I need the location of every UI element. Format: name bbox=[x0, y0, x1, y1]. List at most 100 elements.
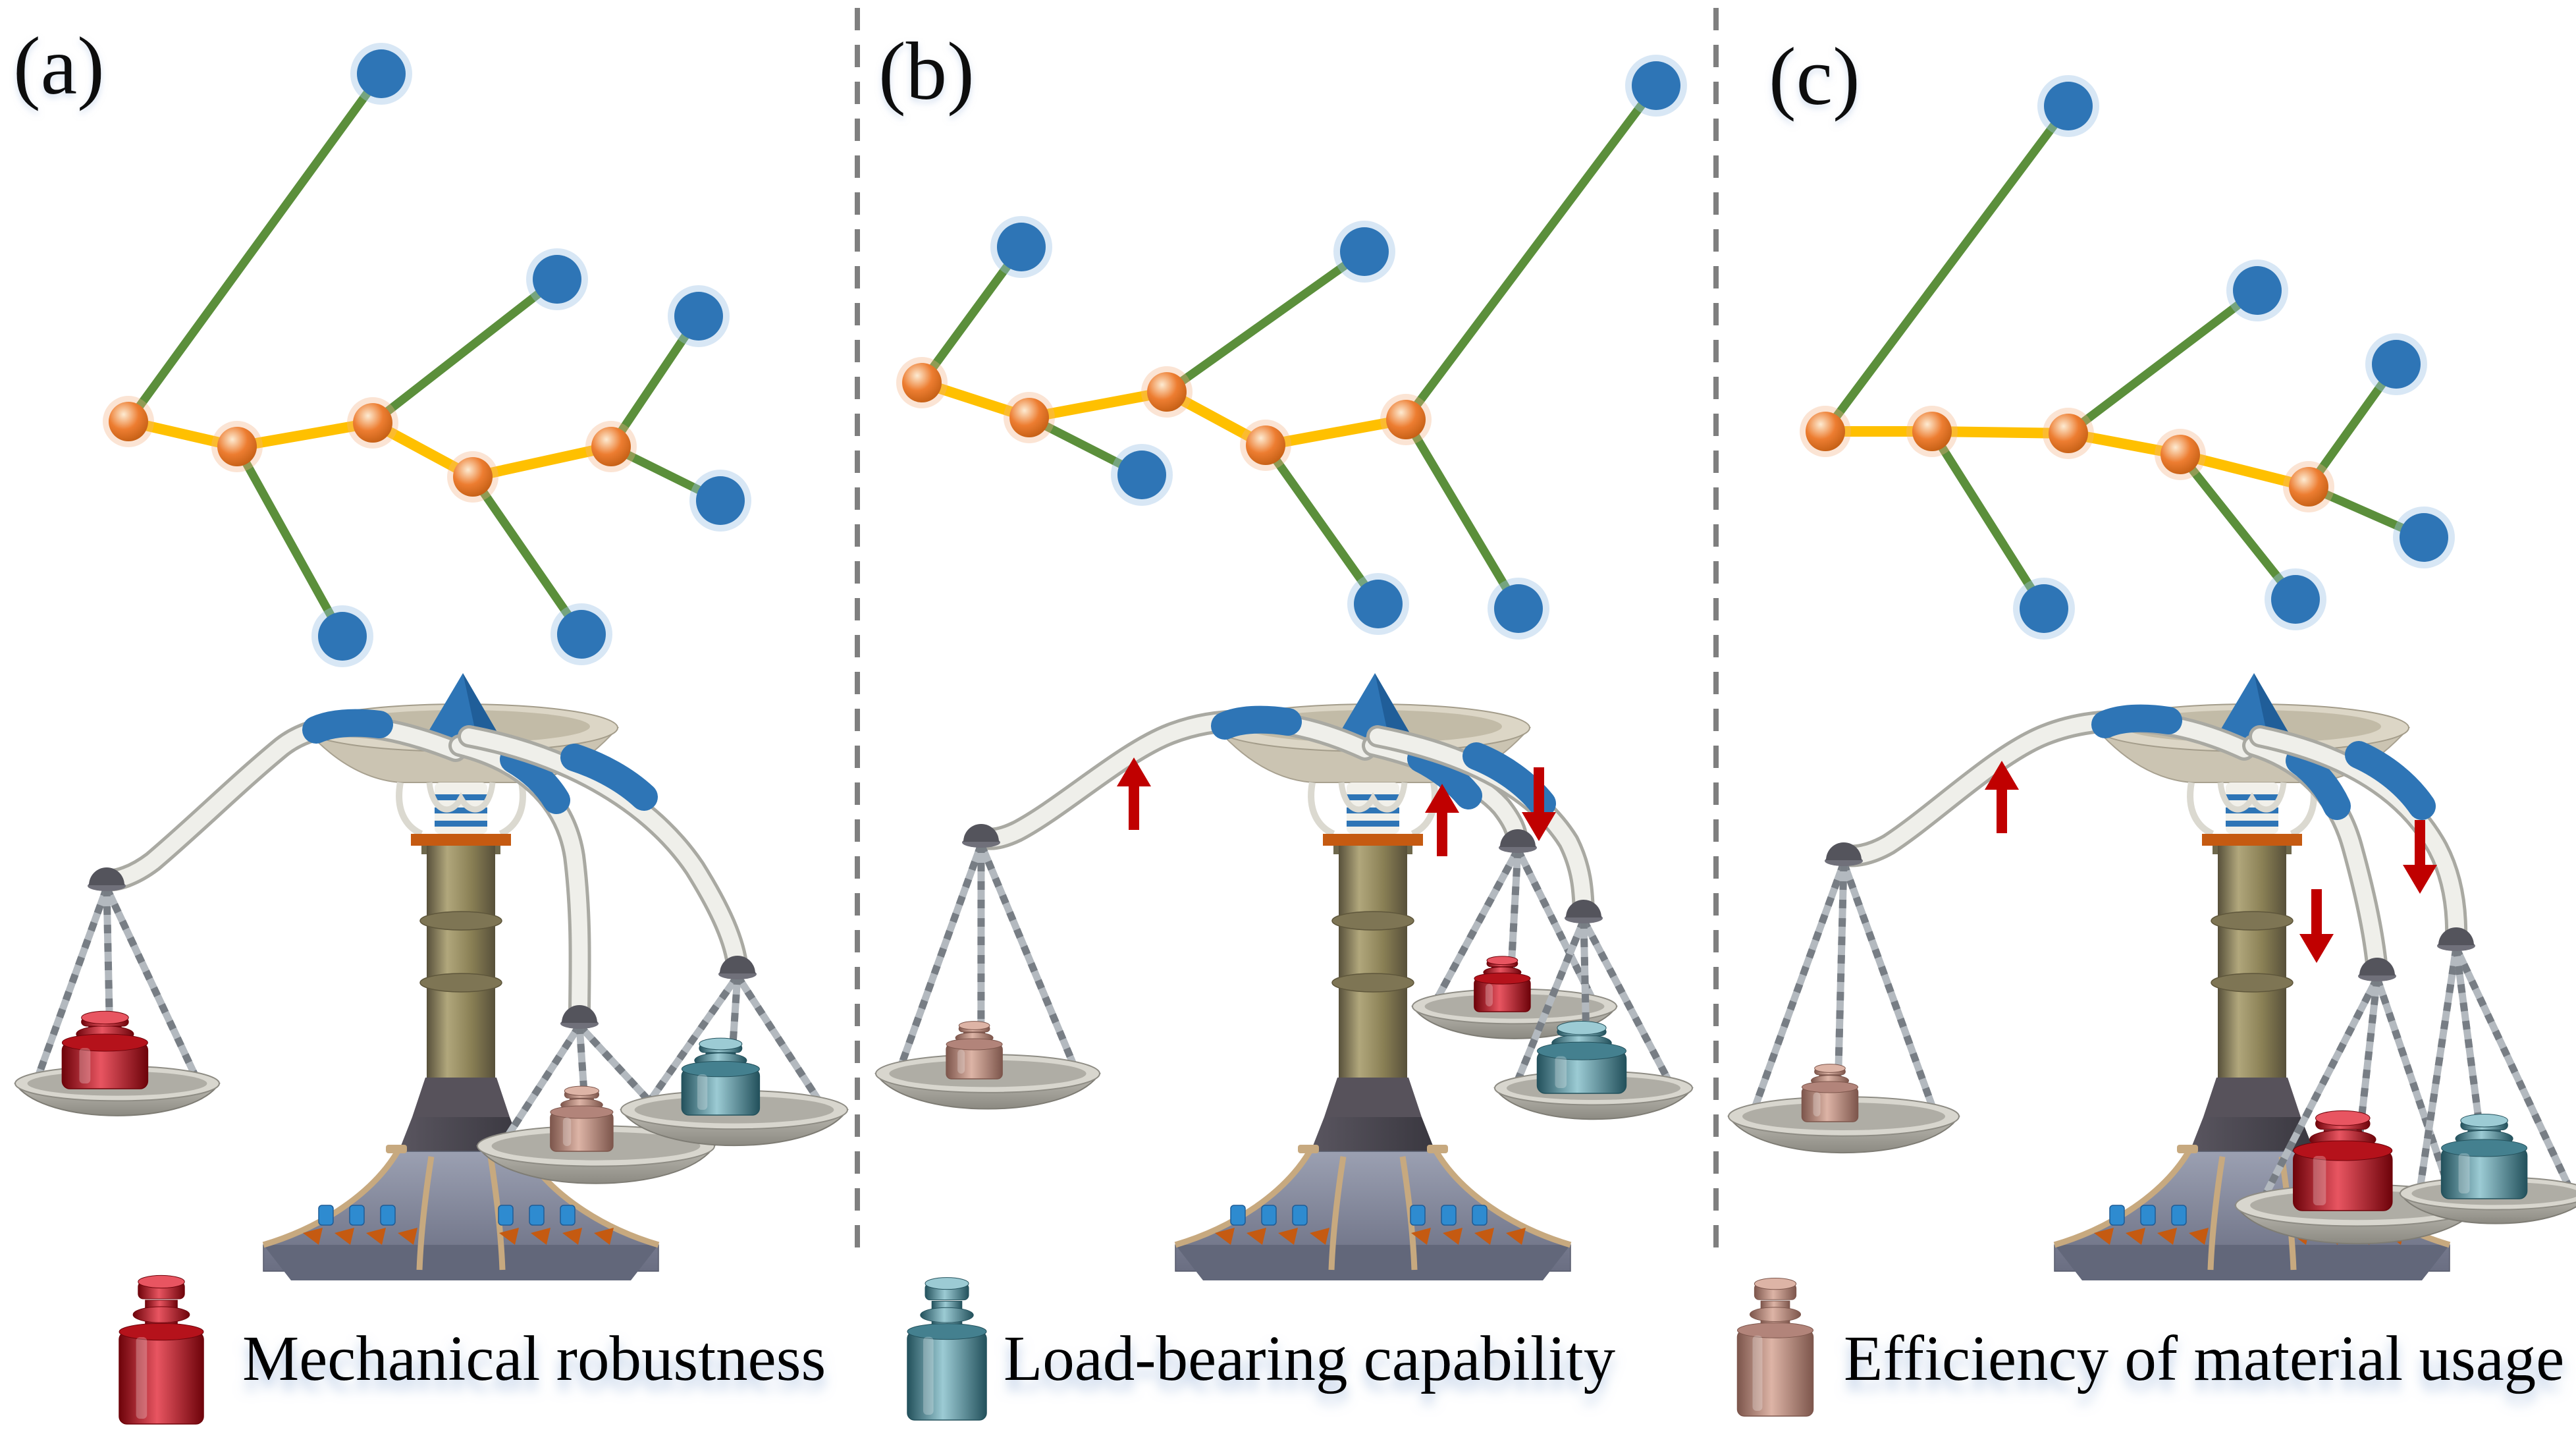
base-blue-dot bbox=[318, 1205, 334, 1226]
leaf-node bbox=[2372, 340, 2421, 389]
column-foot bbox=[412, 1078, 510, 1117]
balance-scale-a bbox=[14, 673, 849, 1280]
leaf-node bbox=[533, 255, 581, 304]
up-arrow bbox=[1117, 757, 1151, 830]
orange-ring bbox=[2202, 834, 2302, 846]
base-blue-dot bbox=[1410, 1205, 1426, 1226]
base-rib bbox=[2053, 1149, 2191, 1248]
leaf-node bbox=[2044, 82, 2093, 130]
pan-chain bbox=[1840, 862, 1940, 1118]
arm-clamp bbox=[1211, 705, 1302, 740]
arm-clamp bbox=[560, 744, 658, 811]
branch-edge bbox=[1821, 101, 2073, 436]
base-orange-triangle bbox=[2126, 1228, 2145, 1245]
pan-chain bbox=[734, 973, 828, 1112]
junction-node bbox=[353, 403, 392, 443]
base-blue-dot bbox=[1292, 1205, 1308, 1226]
junction-node bbox=[2289, 467, 2328, 506]
down-arrow bbox=[2403, 820, 2437, 894]
balance-scale-b bbox=[874, 673, 1694, 1280]
junction-node bbox=[1912, 412, 1952, 451]
red-weight bbox=[61, 1010, 149, 1089]
base-orange-triangle bbox=[562, 1228, 582, 1245]
panel-label-a: (a) bbox=[13, 21, 105, 112]
legend-label-efficiency-of-material-usage: Efficiency of material usage bbox=[1844, 1323, 2564, 1394]
inner-right-arm bbox=[448, 734, 591, 1029]
junction-node bbox=[453, 457, 493, 497]
arm-end-knob bbox=[89, 867, 124, 885]
arm-end-knob bbox=[720, 956, 755, 973]
cage-bar bbox=[2187, 782, 2214, 837]
base-rib bbox=[416, 1156, 435, 1271]
base-orange-triangle bbox=[1215, 1228, 1235, 1245]
pan-chain bbox=[1511, 918, 1588, 1090]
branch-edge bbox=[368, 275, 562, 427]
leaf-node bbox=[1340, 227, 1389, 276]
branch-edge bbox=[468, 472, 586, 639]
outer-pan-assembly bbox=[2399, 927, 2576, 1224]
pan-chain bbox=[2257, 976, 2380, 1207]
legend-label-mechanical-robustness: Mechanical robustness bbox=[242, 1323, 826, 1394]
base-blue-dot bbox=[2140, 1205, 2156, 1226]
leaf-node bbox=[2400, 513, 2448, 562]
legend-item: Mechanical robustness bbox=[119, 1274, 826, 1425]
left-pan-assembly bbox=[874, 824, 1101, 1110]
junction-node bbox=[217, 427, 257, 466]
base-blue-dot bbox=[498, 1205, 514, 1226]
base-orange-triangle bbox=[1506, 1228, 1526, 1245]
junction-node bbox=[591, 427, 631, 466]
pan-chain bbox=[894, 843, 985, 1075]
base-orange-triangle bbox=[2157, 1228, 2177, 1245]
branch-edge bbox=[606, 312, 703, 451]
red-legend-weight bbox=[119, 1274, 204, 1425]
branch-edge bbox=[1401, 81, 1661, 424]
column-foot bbox=[2203, 1078, 2301, 1117]
leaf-node bbox=[1494, 584, 1543, 633]
branch-edge bbox=[232, 442, 347, 641]
leaf-node bbox=[997, 223, 1046, 271]
leaf-node bbox=[557, 610, 606, 659]
column-foot bbox=[1324, 1078, 1422, 1117]
left-pan-assembly bbox=[1727, 842, 1960, 1154]
arm-end-knob bbox=[963, 824, 999, 842]
outer-pan-assembly bbox=[620, 956, 849, 1147]
branch-edge bbox=[1261, 441, 1383, 609]
branch-edge bbox=[2304, 360, 2401, 491]
base-rib bbox=[1328, 1156, 1347, 1271]
base-rib bbox=[1174, 1149, 1312, 1248]
base-block bbox=[1175, 1245, 1570, 1280]
legend-item: Load-bearing capability bbox=[907, 1277, 1616, 1421]
branch-edge bbox=[124, 69, 386, 426]
base-blue-dot bbox=[529, 1205, 545, 1226]
base-blue-dot bbox=[1472, 1205, 1488, 1226]
brown-weight-icon bbox=[1736, 1277, 1814, 1417]
base-orange-triangle bbox=[499, 1228, 519, 1245]
cage-bar bbox=[396, 782, 423, 837]
junction-node bbox=[1386, 400, 1426, 439]
cage-bar bbox=[1410, 782, 1438, 837]
branch-edge bbox=[1401, 415, 1523, 613]
pan-chain bbox=[2452, 947, 2494, 1207]
cage-bar bbox=[1308, 782, 1335, 837]
left-arm bbox=[95, 709, 467, 892]
outer-pan-assembly bbox=[1493, 900, 1694, 1120]
inner-right-arm bbox=[2242, 734, 2388, 981]
arm-end-knob bbox=[1566, 900, 1601, 917]
brown-weight bbox=[946, 1021, 1003, 1080]
column-shaft bbox=[1339, 846, 1407, 1078]
panel-label-b: (b) bbox=[878, 26, 975, 117]
leaf-node bbox=[2271, 575, 2320, 624]
legend-item: Efficiency of material usage bbox=[1736, 1277, 2564, 1417]
teal-legend-weight bbox=[907, 1277, 987, 1421]
pan-chain bbox=[1748, 862, 1848, 1118]
pan-chain bbox=[32, 887, 111, 1085]
arm-end-knob bbox=[1500, 829, 1536, 847]
branch-edge bbox=[1927, 427, 2049, 613]
pan-chain bbox=[640, 973, 741, 1112]
base-orange-triangle bbox=[398, 1228, 417, 1245]
arm-clamp bbox=[2286, 747, 2351, 820]
tree-graph-a bbox=[103, 43, 751, 667]
leaf-node bbox=[1117, 451, 1166, 499]
branch-edge bbox=[1162, 247, 1369, 397]
leaf-node bbox=[696, 476, 745, 525]
